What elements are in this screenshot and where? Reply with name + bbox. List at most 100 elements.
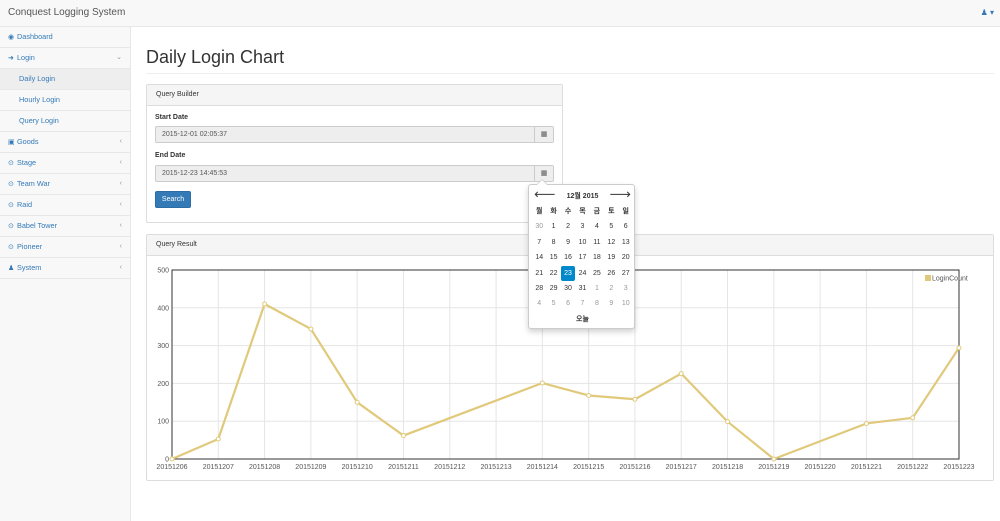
day-cell[interactable]: 10 bbox=[578, 238, 587, 246]
data-point bbox=[910, 415, 916, 421]
day-cell[interactable]: 1 bbox=[551, 223, 556, 231]
sidebar-item-dashboard[interactable]: ◉ Dashboard bbox=[0, 27, 130, 48]
calendar-icon[interactable]: ▦ bbox=[534, 127, 553, 142]
today-button[interactable]: 오늘 bbox=[576, 316, 589, 323]
day-cell[interactable]: 3 bbox=[580, 223, 585, 231]
sidebar-item-pioneer[interactable]: ⊙ Pioneer ‹ bbox=[0, 237, 130, 258]
day-cell[interactable]: 4 bbox=[594, 223, 599, 231]
day-cell[interactable]: 14 bbox=[535, 254, 544, 262]
day-cell[interactable]: 3 bbox=[623, 284, 628, 292]
start-date-field[interactable]: 2015-12-01 02:05:37 ▦ bbox=[155, 126, 554, 143]
weekday-label: 목 bbox=[579, 208, 586, 215]
day-cell[interactable]: 31 bbox=[578, 284, 587, 292]
x-tick-label: 20151222 bbox=[897, 464, 928, 471]
day-cell[interactable]: 28 bbox=[535, 284, 544, 292]
day-cell[interactable]: 8 bbox=[594, 300, 599, 308]
x-tick-label: 20151223 bbox=[943, 464, 974, 471]
search-button[interactable]: Search bbox=[155, 191, 191, 208]
day-cell[interactable]: 29 bbox=[549, 284, 558, 292]
circle-icon: ⊙ bbox=[8, 160, 14, 167]
day-cell[interactable]: 10 bbox=[621, 300, 630, 308]
login-line-chart: 0 100 200 300 400 500 20151206 20151207 20151208… bbox=[156, 268, 974, 472]
day-cell[interactable]: 15 bbox=[549, 254, 558, 262]
day-cell[interactable]: 6 bbox=[623, 223, 628, 231]
day-cell[interactable]: 12 bbox=[607, 238, 616, 246]
day-cell[interactable]: 7 bbox=[537, 238, 542, 246]
x-tick-label: 20151211 bbox=[388, 464, 419, 471]
query-builder-panel: Query Builder Start Date 2015-12-01 02:0… bbox=[146, 84, 563, 223]
brand-title[interactable]: Conquest Logging System bbox=[8, 7, 126, 18]
sidebar-item-label: Team War bbox=[17, 179, 50, 188]
day-cell[interactable]: 19 bbox=[607, 254, 616, 262]
sidebar-item-team-war[interactable]: ⊙ Team War ‹ bbox=[0, 174, 130, 195]
calendar-icon[interactable]: ▦ bbox=[534, 166, 553, 181]
weekday-label: 월 bbox=[535, 208, 543, 215]
x-tick-label: 20151218 bbox=[712, 464, 743, 471]
week-row: 14 15 16 17 18 19 20 bbox=[532, 250, 633, 265]
user-icon: ♟ bbox=[980, 8, 988, 17]
day-cell[interactable]: 9 bbox=[609, 300, 614, 308]
sidebar-item-daily-login[interactable]: Daily Login bbox=[0, 69, 130, 90]
data-point bbox=[771, 456, 777, 462]
datepicker-month[interactable]: 12월 2015 bbox=[566, 193, 599, 200]
arrow-left-icon[interactable]: 🡐 bbox=[534, 190, 556, 199]
day-cell[interactable]: 30 bbox=[535, 223, 544, 231]
day-cell[interactable]: 17 bbox=[578, 254, 587, 262]
sidebar-item-goods[interactable]: ▣ Goods ‹ bbox=[0, 132, 130, 153]
data-point bbox=[169, 456, 175, 462]
sidebar-item-label: Goods bbox=[17, 137, 39, 146]
start-date-value: 2015-12-01 02:05:37 bbox=[162, 131, 227, 138]
sidebar-item-raid[interactable]: ⊙ Raid ‹ bbox=[0, 195, 130, 216]
circle-icon: ⊙ bbox=[8, 223, 14, 230]
sidebar-item-query-login[interactable]: Query Login bbox=[0, 111, 130, 132]
user-icon: ♟ bbox=[8, 265, 15, 272]
day-cell[interactable]: 4 bbox=[537, 300, 542, 308]
y-tick-label: 0 bbox=[165, 457, 169, 464]
data-point bbox=[632, 396, 638, 402]
data-point bbox=[678, 371, 684, 377]
sidebar-item-label: Login bbox=[17, 53, 35, 62]
day-cell[interactable]: 6 bbox=[566, 300, 570, 308]
day-cell[interactable]: 9 bbox=[566, 238, 570, 246]
day-cell[interactable]: 11 bbox=[593, 238, 601, 246]
day-cell[interactable]: 8 bbox=[551, 238, 556, 246]
sidebar-item-stage[interactable]: ⊙ Stage ‹ bbox=[0, 153, 130, 174]
datepicker-header: 🡐 12월 2015 🡒 bbox=[529, 188, 636, 202]
day-cell[interactable]: 22 bbox=[549, 269, 558, 277]
money-icon: ▣ bbox=[8, 139, 15, 146]
day-cell[interactable]: 20 bbox=[621, 254, 630, 262]
day-cell[interactable]: 1 bbox=[594, 284, 599, 292]
day-cell[interactable]: 5 bbox=[609, 223, 614, 231]
sidebar-item-login[interactable]: ➜ Login ⌄ bbox=[0, 48, 130, 69]
week-row: 21 22 23 24 25 26 27 bbox=[532, 265, 633, 281]
day-cell[interactable]: 7 bbox=[580, 300, 585, 308]
day-cell[interactable]: 18 bbox=[593, 254, 601, 262]
day-cell[interactable]: 30 bbox=[564, 284, 572, 292]
datepicker-popup: 🡐 12월 2015 🡒 월 화 수 목 금 토 일 30 1 2 3 4 5 6 7 8 9 10 11 12 13 1… bbox=[528, 179, 636, 329]
sidebar-item-label: Raid bbox=[17, 200, 33, 209]
day-cell[interactable]: 27 bbox=[621, 269, 630, 277]
arrow-right-icon[interactable]: 🡒 bbox=[609, 190, 631, 199]
day-cell[interactable]: 24 bbox=[578, 269, 587, 277]
chevron-down-icon: ⌄ bbox=[116, 54, 122, 61]
day-cell[interactable]: 13 bbox=[621, 238, 630, 246]
user-menu[interactable]: ♟ ▾ bbox=[981, 8, 994, 17]
sidebar-item-hourly-login[interactable]: Hourly Login bbox=[0, 90, 130, 111]
sidebar-item-label: Daily Login bbox=[19, 74, 56, 83]
chevron-left-icon: ‹ bbox=[119, 180, 122, 187]
day-cell[interactable]: 25 bbox=[593, 269, 601, 277]
sidebar-item-system[interactable]: ♟ System ‹ bbox=[0, 258, 130, 279]
sidebar-item-babel-tower[interactable]: ⊙ Babel Tower ‹ bbox=[0, 216, 130, 237]
day-cell[interactable]: 16 bbox=[564, 254, 572, 262]
day-cell[interactable]: 21 bbox=[535, 269, 544, 277]
chevron-left-icon: ‹ bbox=[119, 159, 122, 166]
end-date-field[interactable]: 2015-12-23 14:45:53 ▦ bbox=[155, 165, 554, 182]
day-cell[interactable]: 2 bbox=[609, 284, 614, 292]
day-cell[interactable]: 26 bbox=[607, 269, 616, 277]
day-cell[interactable]: 5 bbox=[551, 300, 556, 308]
selected-day[interactable]: 23 bbox=[560, 265, 576, 281]
x-tick-label: 20151216 bbox=[619, 464, 650, 471]
dashboard-icon: ◉ bbox=[8, 34, 15, 41]
day-cell[interactable]: 2 bbox=[566, 223, 570, 231]
